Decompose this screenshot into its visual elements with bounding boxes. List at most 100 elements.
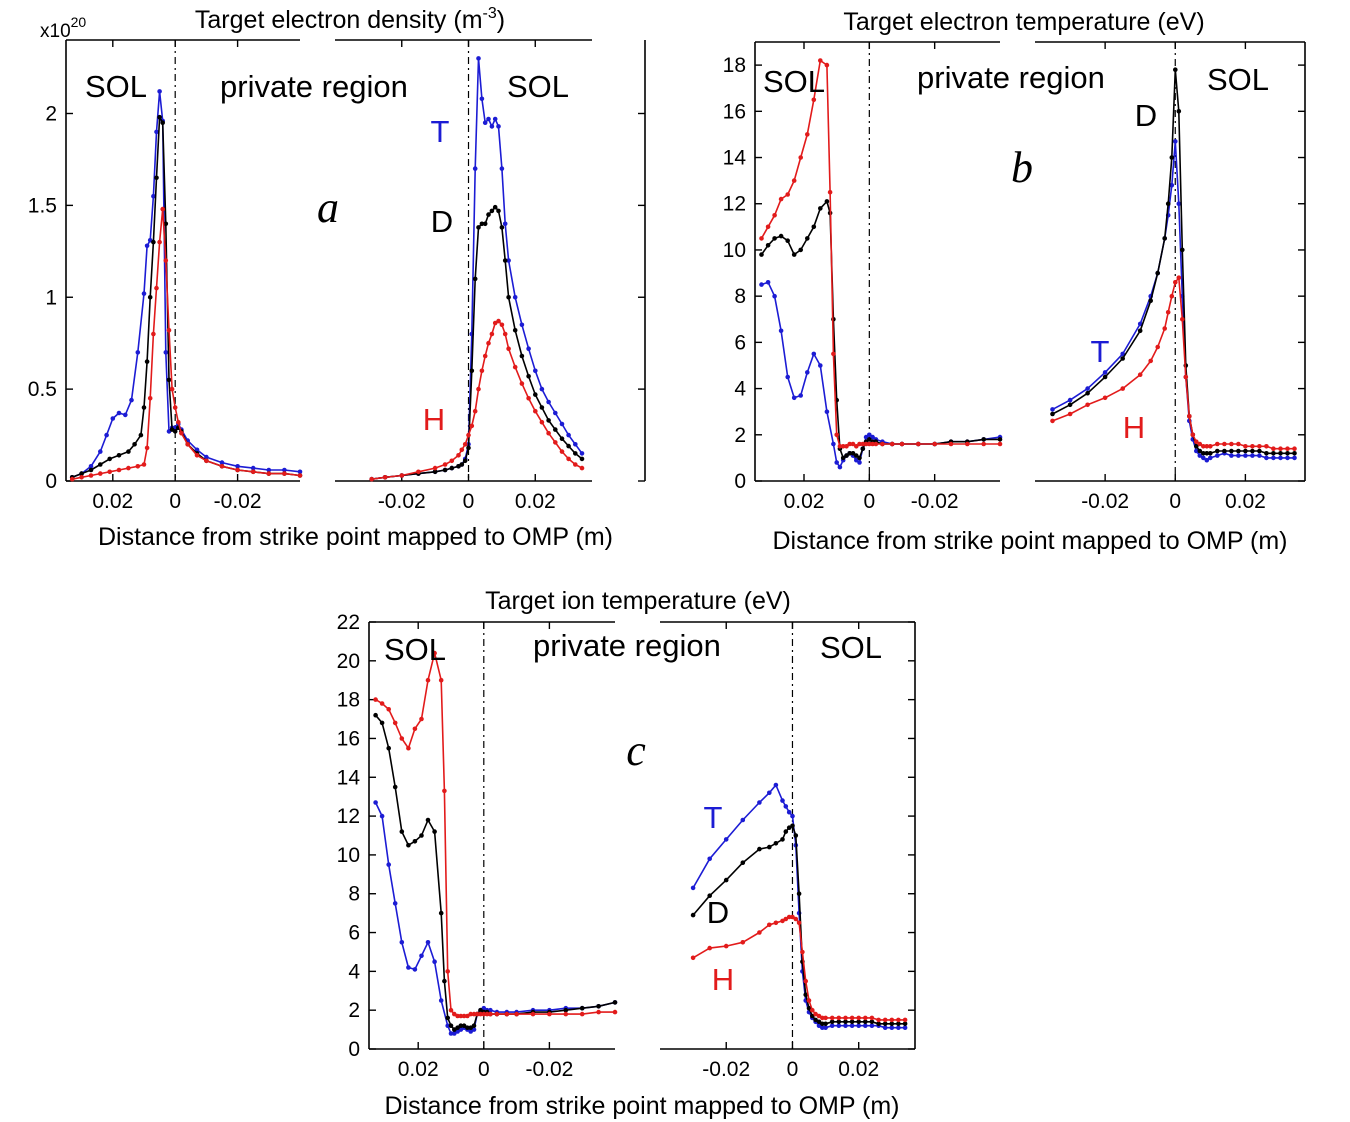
data-point-T bbox=[492, 116, 498, 122]
y-tick-label: 10 bbox=[337, 844, 360, 867]
data-point-H bbox=[827, 189, 833, 195]
data-point-T bbox=[867, 432, 872, 438]
data-point-H bbox=[386, 707, 392, 712]
data-point-D bbox=[154, 175, 159, 181]
data-point-H bbox=[1264, 444, 1269, 449]
right-segment: -0.02 0 0.02 T D H bbox=[1050, 42, 1297, 513]
data-point-D bbox=[465, 1025, 470, 1030]
data-point-D bbox=[1176, 109, 1182, 114]
data-point-D bbox=[392, 784, 398, 790]
data-point-H bbox=[458, 1013, 464, 1019]
data-point-H bbox=[179, 430, 184, 436]
data-point-H bbox=[144, 445, 150, 451]
chart-title: Target electron density (m-3) bbox=[195, 5, 505, 34]
data-point-D bbox=[526, 374, 531, 379]
data-point-H bbox=[1165, 310, 1171, 315]
data-point-T bbox=[526, 346, 531, 352]
data-point-T bbox=[773, 782, 779, 788]
data-point-D bbox=[1194, 444, 1199, 449]
data-point-D bbox=[1208, 451, 1213, 456]
data-point-T bbox=[502, 221, 508, 227]
data-point-H bbox=[176, 419, 181, 425]
data-point-T bbox=[824, 409, 830, 415]
data-point-D bbox=[479, 221, 485, 227]
data-point-H bbox=[880, 441, 885, 447]
data-point-H bbox=[406, 745, 411, 751]
data-point-T bbox=[499, 166, 505, 171]
data-point-D bbox=[461, 1023, 467, 1028]
data-point-H bbox=[462, 442, 468, 447]
data-point-H bbox=[519, 381, 525, 386]
data-point-H bbox=[147, 396, 153, 401]
data-point-H bbox=[282, 471, 287, 476]
data-point-T bbox=[1271, 455, 1276, 461]
data-point-D bbox=[1180, 247, 1185, 253]
data-point-H bbox=[530, 1011, 536, 1017]
x-tick-label: 0.02 bbox=[92, 490, 133, 513]
data-point-D bbox=[811, 224, 817, 230]
data-point-H bbox=[869, 1015, 875, 1021]
data-point-H bbox=[547, 1011, 552, 1017]
data-point-H bbox=[772, 213, 777, 218]
data-point-T bbox=[539, 386, 545, 392]
data-point-D bbox=[1204, 451, 1210, 456]
series-label-T: T bbox=[704, 800, 723, 835]
data-point-T bbox=[194, 447, 200, 453]
panel-letter: a bbox=[317, 183, 339, 232]
data-point-T bbox=[151, 193, 156, 199]
panel-b: 0 2 4 6 8 10 12 14 16 18 0.02 0 -0.02 -0.02 0 0.02 T D H SO… bbox=[723, 8, 1306, 555]
data-point-D bbox=[160, 120, 165, 125]
data-point-T bbox=[1215, 453, 1220, 458]
data-point-T bbox=[135, 350, 141, 355]
title-end: ) bbox=[497, 6, 505, 34]
data-point-T bbox=[1229, 453, 1234, 458]
exponent-base: x10 bbox=[40, 21, 71, 42]
data-point-T bbox=[406, 965, 411, 970]
data-point-H bbox=[172, 405, 178, 410]
x-tick-label: 0 bbox=[787, 1058, 799, 1081]
panel-letter: b bbox=[1011, 143, 1033, 192]
data-point-T bbox=[836, 1023, 842, 1028]
data-point-H bbox=[1215, 441, 1220, 447]
data-point-T bbox=[831, 441, 836, 447]
data-point-H bbox=[1236, 441, 1241, 447]
data-point-H bbox=[459, 447, 465, 453]
x-tick-label: 0 bbox=[1169, 490, 1181, 513]
data-point-D bbox=[469, 368, 475, 374]
data-point-D bbox=[836, 1019, 842, 1025]
data-point-T bbox=[141, 291, 147, 296]
data-point-H bbox=[478, 1011, 483, 1017]
data-point-D bbox=[772, 236, 777, 241]
x-tick-label: -0.02 bbox=[214, 490, 262, 513]
x-tick-label: 0 bbox=[463, 490, 475, 513]
data-point-D bbox=[843, 1019, 848, 1025]
y-tick-label: 18 bbox=[723, 54, 746, 77]
data-point-D bbox=[138, 432, 144, 438]
data-point-H bbox=[546, 430, 551, 436]
data-point-T bbox=[432, 959, 437, 964]
data-point-T bbox=[419, 953, 424, 959]
data-point-H bbox=[442, 462, 448, 467]
data-point-H bbox=[442, 788, 447, 794]
data-point-H bbox=[266, 471, 272, 476]
panel-c: 0 2 4 6 8 10 12 14 16 18 20 22 0.02 0 -0.02 -0.02 0 0.02 T… bbox=[337, 587, 916, 1120]
series-line-D bbox=[760, 200, 1000, 459]
data-point-H bbox=[533, 408, 538, 414]
series-label-D: D bbox=[431, 204, 453, 239]
data-point-T bbox=[765, 280, 771, 285]
data-point-T bbox=[1278, 455, 1283, 461]
data-point-T bbox=[445, 1023, 451, 1028]
data-point-D bbox=[579, 456, 585, 462]
data-point-H bbox=[1050, 418, 1055, 424]
data-point-T bbox=[1173, 139, 1178, 144]
data-point-T bbox=[392, 901, 398, 906]
data-point-T bbox=[1137, 321, 1143, 327]
data-point-T bbox=[425, 940, 431, 945]
data-point-H bbox=[723, 943, 729, 949]
data-point-H bbox=[854, 444, 859, 449]
left-segment: 0.02 0 -0.02 bbox=[373, 622, 618, 1081]
data-point-H bbox=[778, 196, 784, 202]
data-point-H bbox=[1222, 441, 1227, 447]
data-point-H bbox=[1271, 446, 1276, 452]
data-point-D bbox=[1165, 201, 1171, 206]
